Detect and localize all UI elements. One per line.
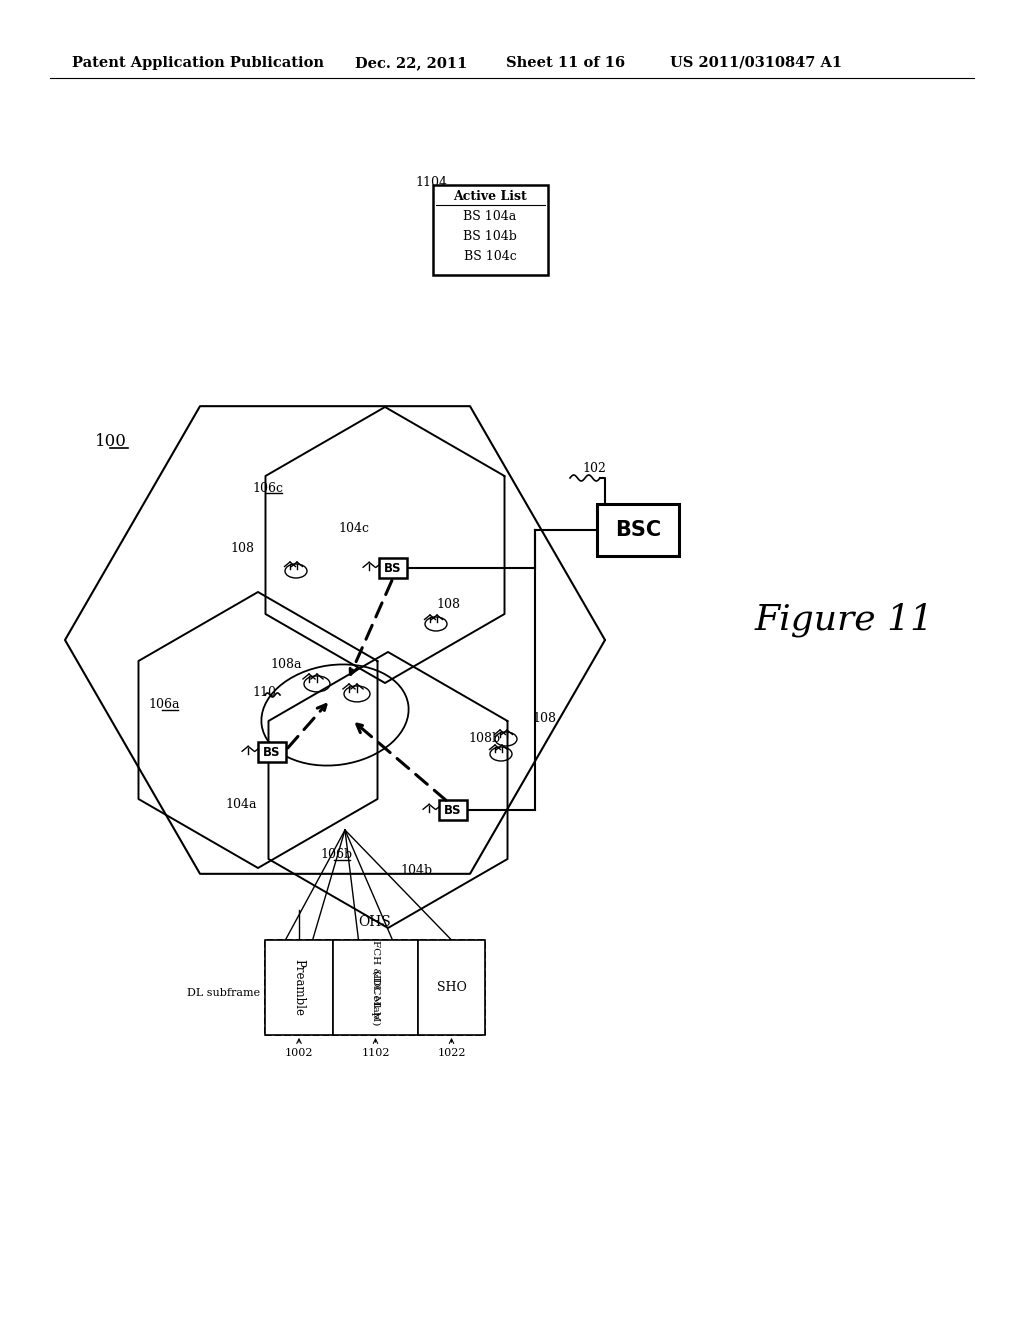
Bar (379, 558, 407, 578)
Text: 108: 108 (230, 541, 254, 554)
Text: 104b: 104b (400, 863, 432, 876)
Text: 108: 108 (436, 598, 460, 610)
Text: Dec. 22, 2011: Dec. 22, 2011 (355, 55, 467, 70)
Text: BS: BS (444, 804, 462, 817)
Text: BS 104b: BS 104b (463, 231, 517, 243)
Text: 106a: 106a (148, 698, 179, 711)
Bar (333, 940, 418, 1035)
Text: (IDCell M): (IDCell M) (371, 970, 380, 1026)
Text: Figure 11: Figure 11 (755, 603, 934, 638)
Text: Sheet 11 of 16: Sheet 11 of 16 (506, 55, 625, 70)
Text: BS: BS (263, 746, 281, 759)
Text: DL subframe: DL subframe (186, 987, 260, 998)
Bar (432, 185, 548, 275)
Text: 106b: 106b (319, 849, 352, 862)
Text: FCH &DL Map: FCH &DL Map (371, 940, 380, 1019)
Text: 110: 110 (252, 685, 276, 698)
Text: 104c: 104c (338, 521, 369, 535)
Text: 1022: 1022 (437, 1048, 466, 1059)
Text: BS 104c: BS 104c (464, 251, 516, 264)
Text: 1002: 1002 (285, 1048, 313, 1059)
Text: 1104: 1104 (415, 177, 447, 190)
Bar (265, 940, 333, 1035)
Text: BSC: BSC (615, 520, 662, 540)
Bar (597, 504, 679, 556)
Text: US 2011/0310847 A1: US 2011/0310847 A1 (670, 55, 842, 70)
Text: 108b: 108b (468, 731, 500, 744)
Text: 108: 108 (532, 711, 556, 725)
Bar (258, 742, 286, 762)
Text: Active List: Active List (454, 190, 527, 202)
Bar (265, 940, 485, 1035)
Text: OHS: OHS (358, 915, 391, 929)
Bar (418, 940, 485, 1035)
Text: 106c: 106c (252, 482, 283, 495)
Text: Preamble: Preamble (293, 960, 305, 1016)
Text: BS: BS (384, 561, 401, 574)
Text: 102: 102 (582, 462, 606, 474)
Text: Patent Application Publication: Patent Application Publication (72, 55, 324, 70)
Text: 100: 100 (95, 433, 127, 450)
Bar (439, 800, 467, 820)
Text: 108a: 108a (270, 659, 301, 672)
Text: 104a: 104a (225, 799, 256, 812)
Text: SHO: SHO (436, 981, 467, 994)
Text: 1102: 1102 (361, 1048, 390, 1059)
Text: BS 104a: BS 104a (464, 210, 517, 223)
